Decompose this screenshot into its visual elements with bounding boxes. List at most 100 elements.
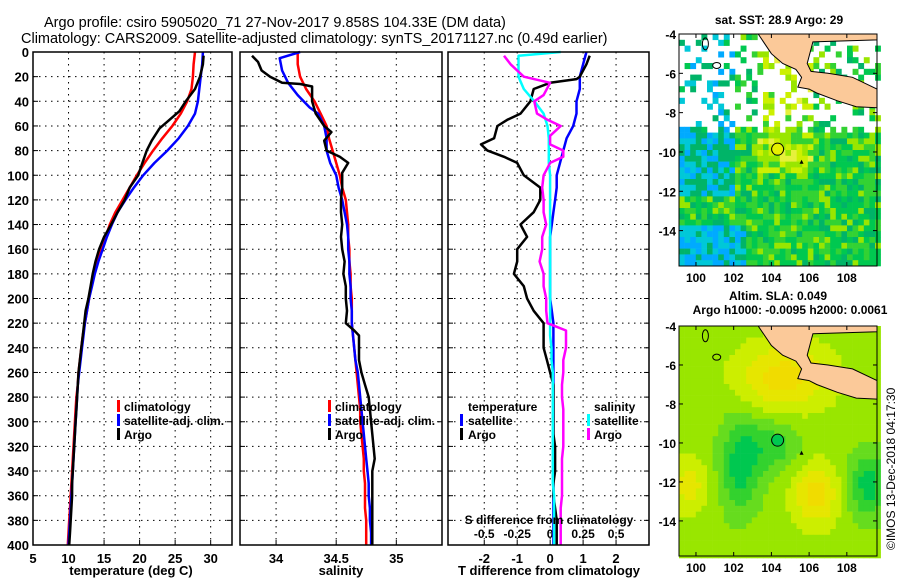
legend-swatch-s-argo [587, 428, 590, 440]
series-line-temperature-argo [479, 55, 591, 545]
y-tick-label: 340 [7, 464, 29, 479]
island-outline [701, 329, 709, 343]
temperature-profile-panel: 5 10 15 20 25 3002040608010012014016018020022… [7, 45, 233, 566]
legend-swatch-climatology [117, 400, 120, 412]
y-tick-label: -6 [665, 359, 676, 373]
x2-tick-label: 0.5 [608, 527, 625, 541]
y-tick-label: 80 [15, 144, 29, 159]
argo-position-marker [771, 433, 785, 447]
y-tick-label: 380 [7, 513, 29, 528]
map-frame [678, 325, 878, 557]
sst-map-title: sat. SST: 28.9 Argo: 29 [715, 13, 844, 27]
sal-legend: climatology satellite-adj. clim. Argo [328, 400, 435, 442]
series-line-argo [67, 55, 205, 546]
x-tick-label: 106 [799, 561, 819, 575]
copyright-stamp: ©IMOS 13-Dec-2018 04:17:30 [884, 387, 898, 550]
legend-swatch-s-satellite [587, 414, 590, 426]
legend-label-t-satellite: satellite [468, 414, 513, 428]
y-tick-label: 200 [7, 292, 29, 307]
x2-tick-label: -0.5 [474, 527, 495, 541]
legend-label-satellite-adj: satellite-adj. clim. [335, 414, 435, 428]
y-tick-label: 160 [7, 242, 29, 257]
x-tick-label: 35 [389, 551, 403, 566]
figure-title-line1: Argo profile: csiro 5905020_71 27-Nov-20… [44, 15, 506, 31]
x-tick-label: 10 [61, 551, 75, 566]
y-tick-label: 140 [7, 218, 29, 233]
plot-frame [32, 51, 233, 546]
legend-label-s-argo: Argo [594, 428, 622, 442]
y-tick-label: 260 [7, 365, 29, 380]
x-tick-label: 104 [761, 271, 781, 285]
y-tick-label: -10 [659, 146, 677, 160]
y-tick-label: 320 [7, 439, 29, 454]
series-line-argo [251, 54, 376, 545]
x-tick-label: 2 [612, 551, 619, 566]
y-tick-label: 240 [7, 341, 29, 356]
x2-tick-label: 0.25 [571, 527, 595, 541]
y-tick-label: 180 [7, 267, 29, 282]
legend-swatch-satellite-adj [328, 414, 331, 426]
legend-header-salinity: salinity [594, 400, 636, 414]
x-tick-label: -1 [511, 551, 523, 566]
x-tick-label: -2 [478, 551, 490, 566]
y-tick-label: 40 [15, 94, 29, 109]
temp-legend: climatology satellite-adj. clim. Argo [117, 400, 224, 442]
argo-position-marker [771, 142, 785, 156]
legend-swatch-climatology [328, 400, 331, 412]
christmas-island-marker [799, 450, 804, 455]
island-outline [701, 37, 709, 51]
plot-frame [447, 51, 650, 546]
x-tick-label: 100 [686, 271, 706, 285]
y-tick-label: -10 [659, 437, 677, 451]
legend-label-satellite-adj: satellite-adj. clim. [124, 414, 224, 428]
sla-map-subtitle: Argo h1000: -0.0095 h2000: 0.0061 [693, 303, 888, 317]
legend-swatch-t-argo [460, 428, 463, 440]
x2-tick-label: -0.25 [504, 527, 532, 541]
sla-map-title: Altim. SLA: 0.049 [729, 289, 827, 303]
y-tick-label: 120 [7, 193, 29, 208]
y-tick-label: 300 [7, 415, 29, 430]
x-tick-label: 34.5 [324, 551, 349, 566]
legend-header-temperature: temperature [468, 400, 538, 414]
x-tick-label: 1 [579, 551, 586, 566]
diff-xlabel: T difference from climatology [458, 563, 641, 578]
x2-tick-label: 0 [547, 527, 554, 541]
plot-frame [239, 51, 443, 546]
x-tick-label: 0 [547, 551, 554, 566]
island-outline [712, 61, 722, 69]
diff-x2label: S difference from climatology [465, 513, 634, 527]
diff-legend: temperature satellite Argo salinity sate… [460, 400, 639, 442]
y-tick-label: -14 [659, 225, 677, 239]
legend-swatch-argo [117, 428, 120, 440]
y-tick-label: -4 [665, 28, 676, 42]
x-tick-label: 102 [724, 271, 744, 285]
x-tick-label: 108 [837, 271, 857, 285]
series-line-climatology [296, 52, 368, 545]
y-tick-label: -6 [665, 67, 676, 81]
legend-swatch-t-satellite [460, 414, 463, 426]
x-tick-label: 106 [799, 271, 819, 285]
y-tick-label: -14 [659, 515, 677, 529]
sla-map-panel: 100 102 104 106 108 -4 -6 -8 -10 -12 -14 [659, 320, 881, 575]
legend-label-argo: Argo [335, 428, 363, 442]
x-tick-label: 25 [168, 551, 182, 566]
x-tick-label: 100 [686, 561, 706, 575]
map-frame [678, 33, 878, 267]
y-tick-label: 360 [7, 489, 29, 504]
island-outline [712, 353, 722, 361]
x-tick-label: 102 [724, 561, 744, 575]
y-tick-label: -4 [665, 320, 676, 334]
y-tick-label: 60 [15, 119, 29, 134]
y-tick-label: -8 [665, 107, 676, 121]
x-tick-label: 108 [837, 561, 857, 575]
y-tick-label: 220 [7, 316, 29, 331]
x-tick-label: 5 [29, 551, 36, 566]
y-tick-label: 280 [7, 390, 29, 405]
legend-label-climatology: climatology [124, 400, 191, 414]
x-tick-label: 104 [761, 561, 781, 575]
series-line-salinity-argo [503, 54, 568, 545]
x-tick-label: 34 [269, 551, 284, 566]
temp-xlabel: temperature (deg C) [69, 563, 193, 578]
christmas-island-marker [799, 159, 804, 164]
